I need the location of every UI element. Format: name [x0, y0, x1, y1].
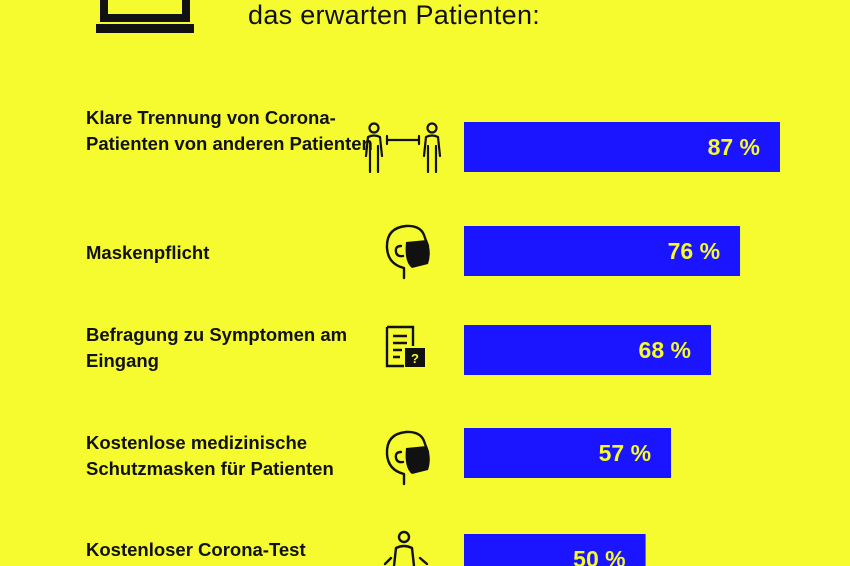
bar-value-label: 87 % [708, 134, 760, 160]
category-label: Kostenlose medizinische Schutzmasken für… [86, 432, 334, 479]
questionnaire-icon: ? [385, 325, 425, 368]
bar [464, 122, 780, 172]
bar [464, 325, 711, 375]
category-label: Klare Trennung von Corona-Patienten von … [86, 107, 373, 154]
bar [464, 534, 646, 566]
svg-text:?: ? [411, 351, 419, 366]
distance-icon [364, 122, 442, 174]
category-label: Maskenpflicht [86, 242, 210, 263]
chart-subtitle: das erwarten Patienten: [248, 0, 541, 30]
bar [464, 428, 672, 478]
bar-value-label: 57 % [599, 440, 651, 466]
category-label: Befragung zu Symptomen am Eingang [86, 324, 348, 371]
bar-value-label: 76 % [668, 238, 720, 264]
bar-value-label: 68 % [639, 337, 691, 363]
laptop-icon [96, 0, 194, 33]
mask-icon [385, 430, 430, 486]
test-person-icon [383, 530, 429, 566]
bar-value-label: 50 % [573, 546, 625, 566]
category-label: Kostenloser Corona-Test [86, 539, 306, 560]
bar [464, 226, 741, 276]
mask-icon [385, 224, 430, 280]
